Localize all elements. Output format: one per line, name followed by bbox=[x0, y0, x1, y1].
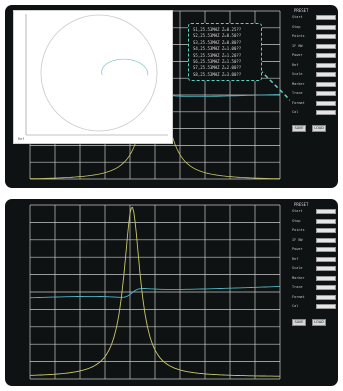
top-control-sidebar: PRESET Start Stop Points IF BW Power Ref Scale… bbox=[288, 5, 338, 188]
sidebar-row-label: Stop bbox=[292, 24, 301, 29]
sidebar-row: Marker bbox=[292, 81, 336, 88]
sidebar-input-field[interactable] bbox=[316, 34, 336, 39]
sidebar-input-field[interactable] bbox=[316, 285, 336, 290]
sidebar-title: PRESET bbox=[294, 202, 309, 207]
sidebar-input-field[interactable] bbox=[316, 91, 336, 96]
load-button[interactable]: LOAD bbox=[312, 125, 326, 132]
sidebar-input-field[interactable] bbox=[316, 256, 336, 262]
readout-line: S5,25.53MHZ Z=1.20?? bbox=[193, 52, 242, 58]
sidebar-row: Points bbox=[292, 228, 336, 234]
smith-trace bbox=[101, 58, 149, 76]
readout-line: S1,25.53MHZ Z=0.25?? bbox=[193, 27, 242, 32]
sidebar-row-label: Ref bbox=[292, 62, 299, 67]
readout-line: S3,25.53MHZ Z=0.80?? bbox=[193, 39, 242, 45]
readout-line: S7,25.53MHZ Z=2.00?? bbox=[193, 65, 242, 71]
sidebar-row: Marker bbox=[292, 275, 336, 282]
sidebar-row: Cal bbox=[292, 304, 336, 310]
sidebar-row: Ref bbox=[292, 62, 336, 69]
bottom-plot-area bbox=[29, 204, 281, 380]
smith-ref-label: Ref bbox=[18, 137, 25, 141]
sidebar-input-field[interactable] bbox=[316, 266, 336, 271]
readout-line: S4,25.53MHZ Z=1.00?? bbox=[193, 46, 242, 52]
marker-readout-box: S1,25.53MHZ Z=0.25?? S2,25.53MHZ Z=0.50?… bbox=[188, 23, 262, 81]
sidebar-row: Cal bbox=[292, 110, 336, 116]
sidebar-input-field[interactable] bbox=[316, 43, 336, 49]
readout-line: S8,25.53MHZ Z=3.00?? bbox=[193, 71, 242, 77]
sidebar-row-label: Scale bbox=[292, 266, 303, 270]
sidebar-row-label: Power bbox=[292, 247, 303, 251]
sidebar-input-field[interactable] bbox=[316, 275, 336, 281]
sidebar-input-field[interactable] bbox=[316, 294, 336, 300]
sidebar-input-field[interactable] bbox=[316, 209, 336, 214]
sidebar-input-field[interactable] bbox=[316, 81, 336, 87]
load-button[interactable]: LOAD bbox=[312, 319, 326, 326]
sidebar-row-label: Trace bbox=[292, 91, 303, 95]
sidebar-input-field[interactable] bbox=[316, 237, 336, 243]
bottom-cyan-trace bbox=[29, 286, 280, 299]
sidebar-input-field[interactable] bbox=[316, 110, 336, 115]
sidebar-row-label: Format bbox=[292, 294, 305, 299]
sidebar-row: IF BW bbox=[292, 237, 336, 244]
sidebar-row: Start bbox=[292, 15, 336, 21]
sidebar-input-field[interactable] bbox=[316, 15, 336, 20]
sidebar-row: Format bbox=[292, 100, 336, 107]
sidebar-row-label: Marker bbox=[292, 81, 305, 86]
sidebar-input-field[interactable] bbox=[316, 72, 336, 77]
sidebar-row-label: Cal bbox=[292, 304, 299, 308]
sidebar-row-label: Power bbox=[292, 53, 303, 57]
sidebar-input-field[interactable] bbox=[316, 218, 336, 224]
sidebar-row: Trace bbox=[292, 91, 336, 97]
sidebar-row-label: Stop bbox=[292, 218, 301, 223]
sidebar-row-label: Points bbox=[292, 34, 305, 38]
bottom-plot-grid bbox=[29, 204, 281, 380]
sidebar-row: Start bbox=[292, 209, 336, 215]
sidebar-row-label: Start bbox=[292, 209, 303, 213]
sidebar-input-field[interactable] bbox=[316, 53, 336, 58]
sidebar-row-label: Format bbox=[292, 100, 305, 105]
sidebar-row-label: Scale bbox=[292, 72, 303, 76]
smith-circle bbox=[40, 14, 158, 132]
sidebar-row: Power bbox=[292, 247, 336, 253]
top-analyzer-screen: Ref S1,25.53MHZ Z=0.25?? S2,25.53MHZ Z=0… bbox=[5, 5, 338, 188]
sidebar-row: Scale bbox=[292, 72, 336, 78]
save-button[interactable]: SAVE bbox=[292, 319, 306, 326]
sidebar-row-label: Trace bbox=[292, 285, 303, 289]
save-button[interactable]: SAVE bbox=[292, 125, 306, 132]
sidebar-row: IF BW bbox=[292, 43, 336, 50]
readout-line: S2,25.53MHZ Z=0.50?? bbox=[193, 33, 242, 39]
sidebar-row-label: IF BW bbox=[292, 43, 303, 48]
bottom-analyzer-screen: PRESET Start Stop Points IF BW Power Ref Scale… bbox=[5, 199, 338, 386]
smith-chart bbox=[25, 14, 168, 136]
sidebar-row-label: Cal bbox=[292, 110, 299, 114]
sidebar-row-label: Marker bbox=[292, 275, 305, 280]
sidebar-row: Stop bbox=[292, 218, 336, 225]
sidebar-row-label: Points bbox=[292, 228, 305, 232]
sidebar-row: Format bbox=[292, 294, 336, 301]
sidebar-input-field[interactable] bbox=[316, 100, 336, 106]
sidebar-row: Trace bbox=[292, 285, 336, 291]
sidebar-input-field[interactable] bbox=[316, 228, 336, 233]
sidebar-row: Ref bbox=[292, 256, 336, 263]
bottom-control-sidebar: PRESET Start Stop Points IF BW Power Ref Scale… bbox=[288, 199, 338, 386]
sidebar-row-label: IF BW bbox=[292, 237, 303, 242]
sidebar-input-field[interactable] bbox=[316, 24, 336, 30]
sidebar-row: Scale bbox=[292, 266, 336, 272]
smith-chart-popup[interactable]: Ref bbox=[13, 10, 173, 144]
readout-line: S6,25.53MHZ Z=1.50?? bbox=[193, 58, 242, 64]
sidebar-row: Power bbox=[292, 53, 336, 59]
sidebar-row-label: Ref bbox=[292, 256, 299, 261]
sidebar-row: Stop bbox=[292, 24, 336, 31]
sidebar-input-field[interactable] bbox=[316, 304, 336, 309]
sidebar-title: PRESET bbox=[294, 8, 309, 13]
sidebar-input-field[interactable] bbox=[316, 247, 336, 252]
sidebar-input-field[interactable] bbox=[316, 62, 336, 68]
marker-leader-line bbox=[254, 64, 290, 102]
bottom-yellow-trace bbox=[29, 206, 280, 377]
sidebar-row-label: Start bbox=[292, 15, 303, 19]
sidebar-row: Points bbox=[292, 34, 336, 40]
